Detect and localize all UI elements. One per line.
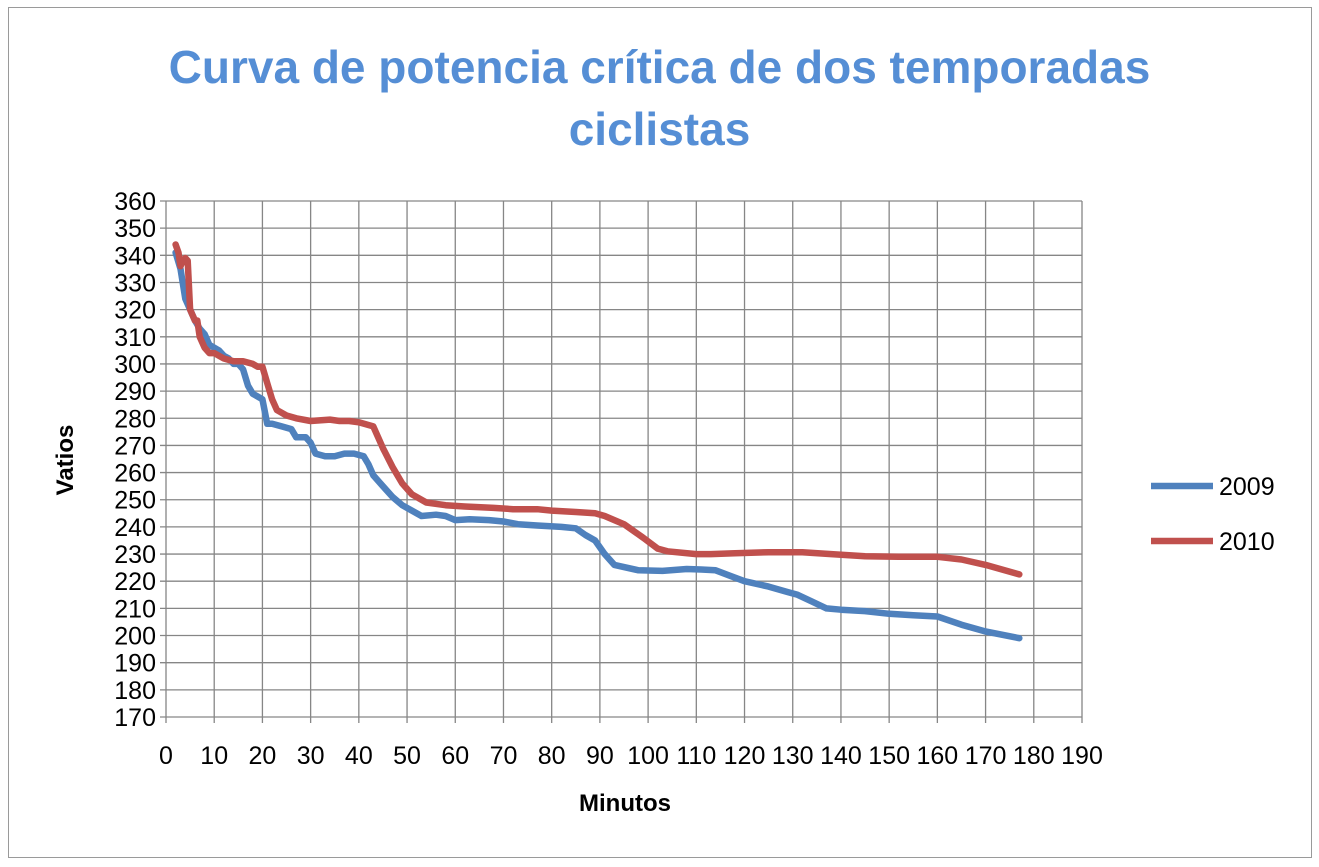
y-tick-label: 320 [114, 297, 156, 325]
legend: 2009 2010 [1151, 473, 1275, 556]
chart-frame [8, 7, 1312, 858]
y-axis-title: Vatios [52, 425, 79, 496]
y-tick-label: 200 [114, 623, 156, 651]
legend-label-2009: 2009 [1219, 473, 1275, 501]
x-tick-label: 160 [917, 742, 959, 770]
y-tick-label: 250 [114, 487, 156, 515]
y-tick-label: 360 [114, 188, 156, 216]
y-tick-label: 260 [114, 460, 156, 488]
x-tick-label: 0 [159, 742, 173, 770]
x-tick-label: 130 [772, 742, 814, 770]
x-tick-label: 140 [820, 742, 862, 770]
x-tick-label: 40 [345, 742, 373, 770]
x-tick-label: 100 [627, 742, 669, 770]
legend-label-2010: 2010 [1219, 528, 1275, 556]
series-line-2010 [172, 241, 1023, 578]
x-tick-label: 30 [297, 742, 325, 770]
chart-title-line-1: Curva de potencia crítica de dos tempora… [168, 41, 1151, 93]
x-tick-label: 60 [441, 742, 469, 770]
x-tick-label: 90 [586, 742, 614, 770]
x-axis-title: Minutos [579, 790, 671, 817]
x-tick-label: 80 [538, 742, 566, 770]
y-tick-label: 220 [114, 568, 156, 596]
chart-title: Curva de potencia crítica de dos tempora… [0, 36, 1319, 160]
x-tick-label: 150 [868, 742, 910, 770]
y-tick-label: 240 [114, 514, 156, 542]
y-tick-label: 190 [114, 650, 156, 678]
x-tick-label: 170 [965, 742, 1007, 770]
y-tick-label: 330 [114, 269, 156, 297]
x-tick-label: 190 [1061, 742, 1103, 770]
series-lines [172, 241, 1023, 642]
y-axis-ticks: 1701801902002102202302402502602702802903… [114, 188, 156, 732]
chart-title-line-2: ciclistas [568, 103, 751, 155]
x-tick-label: 120 [724, 742, 766, 770]
x-tick-label: 70 [490, 742, 518, 770]
y-tick-label: 170 [114, 704, 156, 732]
y-tick-label: 280 [114, 405, 156, 433]
y-tick-label: 180 [114, 677, 156, 705]
grid-lines [160, 200, 1083, 723]
y-tick-label: 310 [114, 324, 156, 352]
y-tick-label: 230 [114, 541, 156, 569]
y-tick-label: 210 [114, 595, 156, 623]
x-tick-label: 10 [200, 742, 228, 770]
x-axis-ticks: 0 10 20 30 40 50 60 70 80 90 100 110 120 130 140 150 160… [159, 742, 1103, 770]
x-tick-label: 180 [1013, 742, 1055, 770]
y-tick-label: 350 [114, 215, 156, 243]
y-tick-label: 340 [114, 242, 156, 270]
y-tick-label: 290 [114, 378, 156, 406]
y-tick-label: 270 [114, 432, 156, 460]
x-tick-label: 110 [676, 742, 716, 770]
y-tick-label: 300 [114, 351, 156, 379]
x-tick-label: 50 [393, 742, 421, 770]
x-tick-label: 20 [249, 742, 277, 770]
